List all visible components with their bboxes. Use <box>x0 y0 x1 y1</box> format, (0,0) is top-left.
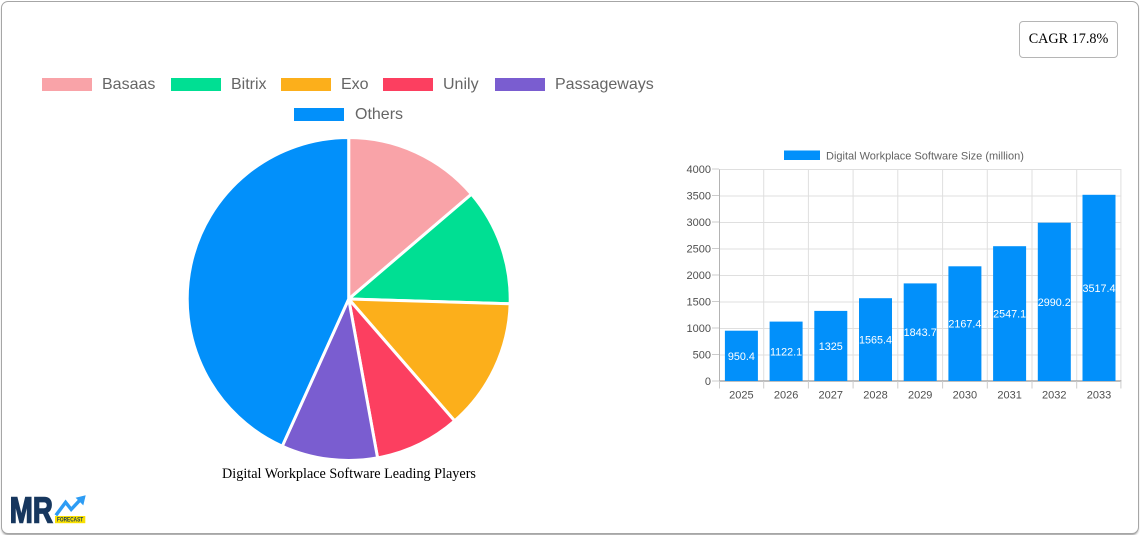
svg-text:2990.2: 2990.2 <box>1038 297 1071 309</box>
svg-text:2033: 2033 <box>1087 390 1111 402</box>
svg-text:3000: 3000 <box>687 217 711 229</box>
svg-text:2025: 2025 <box>729 390 753 402</box>
svg-text:2032: 2032 <box>1042 390 1066 402</box>
svg-text:2547.1: 2547.1 <box>993 309 1026 321</box>
svg-text:2030: 2030 <box>953 390 977 402</box>
svg-text:950.4: 950.4 <box>728 351 755 363</box>
svg-text:1325: 1325 <box>819 341 843 353</box>
svg-text:500: 500 <box>693 350 711 362</box>
svg-text:2500: 2500 <box>687 244 711 256</box>
svg-text:2028: 2028 <box>863 390 887 402</box>
svg-text:1000: 1000 <box>687 323 711 335</box>
svg-text:FORECAST: FORECAST <box>57 517 83 524</box>
svg-text:2167.4: 2167.4 <box>948 319 981 331</box>
svg-text:4000: 4000 <box>687 164 711 176</box>
svg-text:2029: 2029 <box>908 390 932 402</box>
svg-text:0: 0 <box>705 376 711 388</box>
svg-text:3500: 3500 <box>687 191 711 203</box>
svg-text:2000: 2000 <box>687 270 711 282</box>
svg-text:1122.1: 1122.1 <box>770 346 802 358</box>
svg-text:MR: MR <box>10 490 53 531</box>
svg-text:Digital Workplace Software Siz: Digital Workplace Software Size (million… <box>826 151 1024 163</box>
svg-text:1843.7: 1843.7 <box>904 327 937 339</box>
svg-text:3517.4: 3517.4 <box>1082 283 1115 295</box>
svg-text:2031: 2031 <box>997 390 1021 402</box>
svg-text:2027: 2027 <box>819 390 843 402</box>
svg-text:1565.4: 1565.4 <box>859 335 892 347</box>
svg-text:2026: 2026 <box>774 390 798 402</box>
svg-text:1500: 1500 <box>687 297 711 309</box>
